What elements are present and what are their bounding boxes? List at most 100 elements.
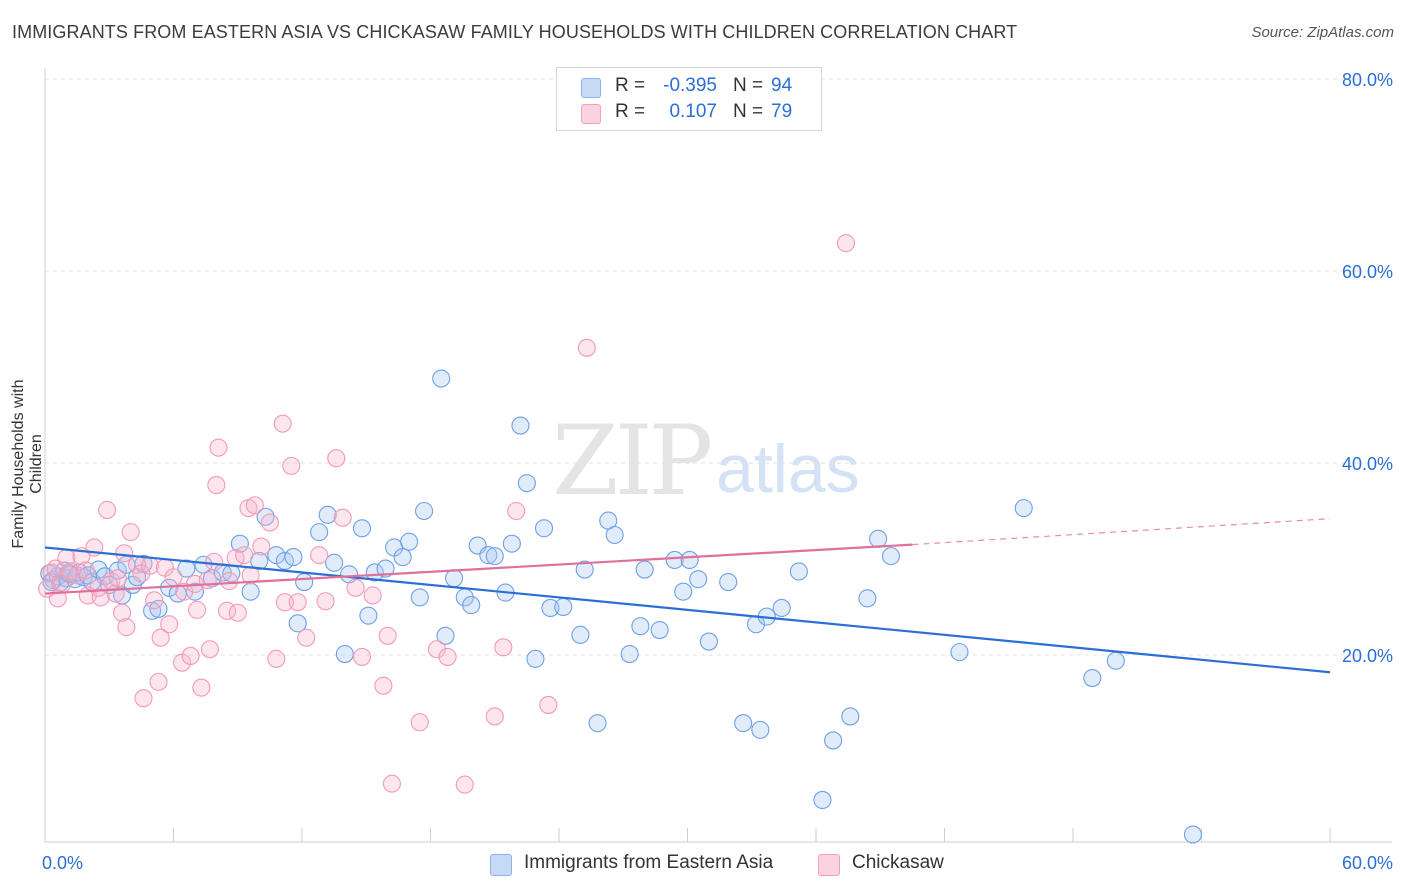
x-tick-label: 0.0% <box>42 853 83 873</box>
legend-label: Immigrants from Eastern Asia <box>524 852 774 873</box>
y-tick-label: 20.0% <box>1342 646 1393 666</box>
n-value: 79 <box>771 101 793 122</box>
point-eastern-asia <box>620 644 639 664</box>
point-chickasaw <box>507 501 526 521</box>
point-eastern-asia <box>89 560 108 579</box>
point-eastern-asia <box>365 563 384 582</box>
point-chickasaw <box>836 234 856 253</box>
point-chickasaw <box>346 578 365 597</box>
point-eastern-asia <box>325 553 344 572</box>
point-eastern-asia <box>275 551 294 570</box>
swatch-chickasaw <box>581 104 601 124</box>
point-eastern-asia <box>813 790 832 810</box>
point-chickasaw <box>297 628 316 647</box>
trendline-chickasaw <box>44 543 913 595</box>
point-chickasaw <box>273 414 292 433</box>
point-chickasaw <box>235 546 254 565</box>
point-chickasaw <box>327 449 346 468</box>
point-chickasaw <box>108 569 127 588</box>
point-chickasaw <box>140 556 159 575</box>
point-eastern-asia <box>824 731 843 750</box>
point-eastern-asia <box>517 474 536 493</box>
point-eastern-asia <box>415 501 434 521</box>
point-eastern-asia <box>410 588 429 607</box>
point-eastern-asia <box>288 614 307 633</box>
point-chickasaw <box>485 707 504 726</box>
point-eastern-asia <box>588 714 607 733</box>
point-eastern-asia <box>177 559 196 578</box>
point-eastern-asia <box>284 548 303 567</box>
stats-legend: R = -0.395 N = 94 R = 0.107 N = 79 <box>556 67 822 131</box>
point-chickasaw <box>228 603 247 622</box>
point-eastern-asia <box>511 416 530 435</box>
point-chickasaw <box>117 618 136 637</box>
point-eastern-asia <box>734 714 753 733</box>
point-eastern-asia <box>881 547 901 566</box>
y-tick-label: 60.0% <box>1342 262 1393 282</box>
point-eastern-asia <box>650 620 669 640</box>
point-chickasaw <box>98 500 117 520</box>
point-chickasaw <box>220 572 239 591</box>
point-eastern-asia <box>1106 651 1125 670</box>
point-eastern-asia <box>689 570 708 589</box>
point-chickasaw <box>438 647 457 666</box>
point-chickasaw <box>76 561 95 580</box>
point-eastern-asia <box>541 598 560 618</box>
point-chickasaw <box>577 338 596 357</box>
point-eastern-asia <box>571 625 590 644</box>
point-eastern-asia <box>841 707 860 726</box>
point-chickasaw <box>333 508 352 527</box>
point-eastern-asia <box>858 589 877 608</box>
point-eastern-asia <box>1183 825 1202 844</box>
point-eastern-asia <box>631 617 650 636</box>
point-chickasaw <box>205 552 224 571</box>
trendline-chickasaw-extension <box>912 518 1331 546</box>
point-chickasaw <box>68 566 87 585</box>
point-chickasaw <box>288 593 307 612</box>
point-eastern-asia <box>502 534 521 553</box>
swatch-eastern-asia <box>490 854 512 876</box>
point-eastern-asia <box>295 572 314 592</box>
watermark-zip: ZIP <box>552 405 713 517</box>
legend-label: Chickasaw <box>852 852 944 873</box>
point-eastern-asia <box>789 562 808 581</box>
point-chickasaw <box>200 640 219 659</box>
point-eastern-asia <box>665 550 684 570</box>
point-chickasaw <box>494 638 513 657</box>
point-chickasaw <box>209 438 228 457</box>
point-chickasaw <box>151 628 170 647</box>
point-chickasaw <box>145 591 164 610</box>
point-eastern-asia <box>575 560 594 579</box>
point-chickasaw <box>149 672 168 691</box>
point-eastern-asia <box>149 599 168 618</box>
point-eastern-asia <box>445 569 464 588</box>
point-eastern-asia <box>376 559 395 578</box>
point-chickasaw <box>410 713 429 732</box>
r-value: 0.107 <box>669 101 717 122</box>
source-note: Source: ZipAtlas.com <box>1251 24 1394 41</box>
watermark-atlas: atlas <box>716 431 860 507</box>
point-chickasaw <box>113 603 132 622</box>
n-label: N = <box>733 101 764 122</box>
point-chickasaw <box>378 626 397 645</box>
point-chickasaw <box>188 600 207 619</box>
point-eastern-asia <box>432 369 451 388</box>
point-eastern-asia <box>479 546 498 565</box>
x-tick-label: 60.0% <box>1342 853 1393 873</box>
point-eastern-asia <box>635 560 654 579</box>
point-eastern-asia <box>674 582 693 601</box>
point-eastern-asia <box>699 632 718 651</box>
point-eastern-asia <box>436 626 455 645</box>
point-chickasaw <box>252 537 271 556</box>
point-eastern-asia <box>719 572 738 592</box>
point-chickasaw <box>374 676 393 695</box>
point-eastern-asia <box>359 606 378 625</box>
point-eastern-asia <box>310 523 329 542</box>
point-eastern-asia <box>772 598 791 618</box>
chart-title: IMMIGRANTS FROM EASTERN ASIA VS CHICKASA… <box>12 22 1018 42</box>
point-eastern-asia <box>1083 668 1102 688</box>
point-chickasaw <box>207 476 226 495</box>
point-chickasaw <box>455 775 474 794</box>
point-eastern-asia <box>185 582 204 601</box>
